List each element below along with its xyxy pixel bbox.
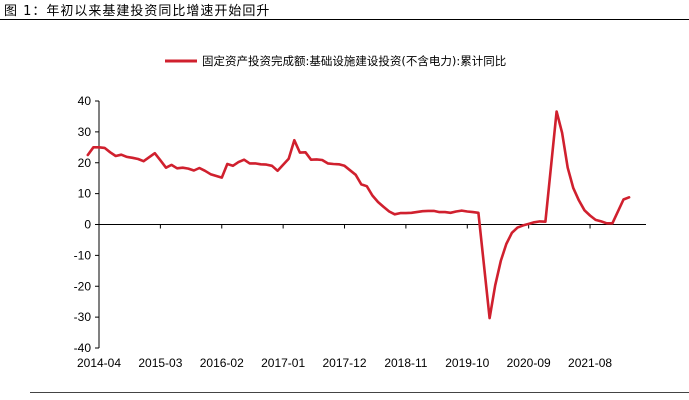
- x-axis-ticks: 2014-04 2015-03 2016-02 2017-01 2017-12 2018-…: [77, 224, 612, 370]
- x-tick-label: 2017-12: [322, 356, 366, 370]
- y-tick-label: -20: [74, 279, 92, 293]
- x-tick-label: 2016-02: [200, 356, 244, 370]
- x-tick-label: 2017-01: [261, 356, 305, 370]
- x-tick-label: 2019-10: [445, 356, 489, 370]
- y-tick-label: -30: [74, 310, 92, 324]
- y-tick-label: -40: [74, 341, 92, 355]
- x-tick-label: 2020-09: [507, 356, 551, 370]
- chart-legend: 固定资产投资完成额:基础设施建设投资(不含电力):累计同比: [165, 54, 506, 68]
- x-tick-label: 2018-11: [384, 356, 427, 370]
- series-points: [87, 110, 631, 319]
- figure-caption: 图 1：年初以来基建投资同比增速开始回升: [4, 4, 271, 19]
- footer-rule: [30, 392, 689, 393]
- series-line-infrastructure-investment: [86, 110, 631, 320]
- y-tick-label: -10: [74, 248, 92, 262]
- x-tick-label: 2021-08: [568, 356, 612, 370]
- caption-rule: [0, 19, 689, 20]
- y-tick-label: 20: [78, 156, 92, 170]
- x-tick-label: 2015-03: [138, 356, 182, 370]
- y-tick-label: 0: [84, 218, 91, 232]
- x-tick-label: 2014-04: [77, 356, 121, 370]
- y-tick-label: 30: [78, 125, 92, 139]
- y-axis-ticks: 40 30 20 10 0 -10 -20 -30 -40: [74, 94, 99, 355]
- legend-label: 固定资产投资完成额:基础设施建设投资(不含电力):累计同比: [202, 54, 506, 68]
- y-tick-label: 40: [78, 94, 92, 108]
- y-tick-label: 10: [78, 187, 92, 201]
